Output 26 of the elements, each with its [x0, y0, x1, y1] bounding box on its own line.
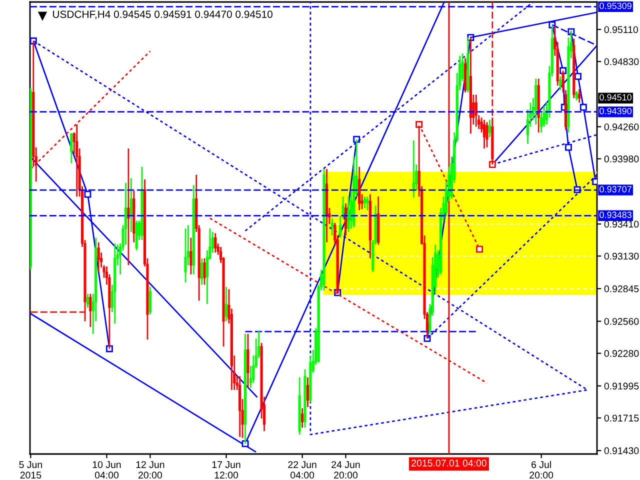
text: USDCHF,H4 0.94545 0.94591 0.94470 0.94510 [53, 10, 272, 20]
x-tick-label: 10 Jun 04:00 [92, 461, 121, 479]
x-tick-label: 12 Jun 20:00 [136, 461, 164, 479]
y-tick-label: 0.91995 [604, 382, 639, 390]
y-tick-label: 0.94830 [604, 58, 639, 66]
ref-line-label: 0.95309 [600, 2, 632, 10]
ref-line-label: 0.93483 [600, 212, 632, 218]
ref-line-label: 0.93707 [600, 186, 632, 192]
y-tick-label: 0.93130 [604, 252, 639, 260]
y-tick-label: 0.92845 [604, 285, 639, 292]
y-tick-label: 0.91715 [604, 414, 639, 422]
y-tick-label: 0.95110 [604, 26, 638, 34]
y-tick-label: 0.92560 [604, 318, 639, 325]
x-tick-label: 17 Jun 12:00 [212, 461, 240, 479]
x-tick-label: 24 Jun 20:00 [332, 461, 360, 479]
ref-line-label: 2015.07.01 04:00 [412, 460, 486, 467]
x-tick-label: 6 Jul 20:00 [530, 460, 554, 479]
y-tick-label: 0.93410 [604, 220, 639, 228]
y-tick-label: 0.94260 [604, 123, 639, 130]
x-tick-label: 22 Jun 04:00 [288, 461, 316, 479]
y-tick-label: 0.91430 [604, 447, 639, 454]
y-tick-label: 0.92280 [604, 350, 639, 357]
y-tick-label: 0.93980 [604, 156, 639, 162]
text: 0.94510 [600, 94, 632, 101]
x-tick-label: 5 Jun 2015 [19, 461, 42, 479]
ref-line-label: 0.94390 [600, 108, 632, 114]
